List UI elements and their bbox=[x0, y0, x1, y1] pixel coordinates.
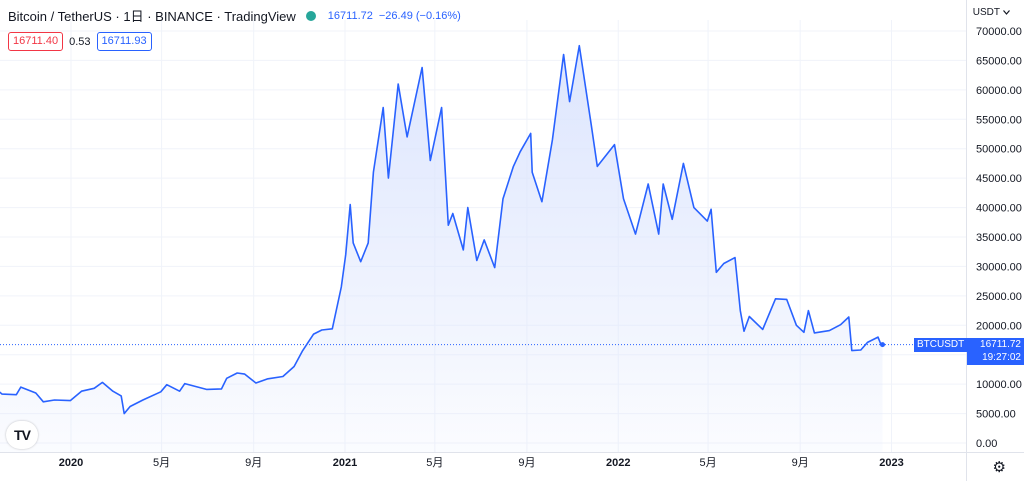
time-tick-label: 2023 bbox=[879, 457, 903, 469]
currency-unit-label: USDT bbox=[972, 7, 1000, 18]
last-point-marker bbox=[880, 342, 886, 348]
currency-unit-selector[interactable]: USDT bbox=[973, 7, 1010, 18]
tradingview-logo-icon[interactable]: TV bbox=[6, 421, 38, 449]
settings-gear-icon[interactable]: ⚙ bbox=[992, 459, 1006, 476]
price-tick-label: 30000.00 bbox=[976, 261, 1022, 273]
bid-ask-panel: 16711.40 0.53 16711.93 bbox=[8, 32, 152, 51]
price-change: −26.49 (−0.16%) bbox=[378, 9, 461, 22]
price-tick-label: 70000.00 bbox=[976, 26, 1022, 38]
price-tick-label: 40000.00 bbox=[976, 203, 1022, 215]
time-tick-label: 9月 bbox=[792, 457, 809, 469]
time-tick-label: 2022 bbox=[606, 457, 630, 469]
price-tick-label: 25000.00 bbox=[976, 291, 1022, 303]
chart-header: Bitcoin / TetherUS · 1日 · BINANCE · Trad… bbox=[8, 6, 461, 25]
symbol-title[interactable]: Bitcoin / TetherUS · 1日 · BINANCE · Trad… bbox=[8, 9, 296, 24]
price-tick-label: 10000.00 bbox=[976, 379, 1022, 391]
time-tick-label: 5月 bbox=[153, 457, 170, 469]
time-tick-label: 2021 bbox=[333, 457, 357, 469]
price-tick-label: 35000.00 bbox=[976, 232, 1022, 244]
time-tick-label: 2020 bbox=[59, 457, 83, 469]
price-axis-labels: 0.005000.0010000.0015000.0020000.0025000… bbox=[976, 26, 1022, 450]
last-price: 16711.72 bbox=[327, 9, 373, 22]
time-tick-label: 5月 bbox=[426, 457, 443, 469]
spread-value: 0.53 bbox=[69, 35, 91, 48]
time-tick-label: 9月 bbox=[518, 457, 535, 469]
price-tick-label: 45000.00 bbox=[976, 173, 1022, 185]
bar-countdown-tag: 19:27:02 bbox=[967, 350, 1024, 365]
series-line bbox=[0, 44, 883, 415]
time-tick-label: 5月 bbox=[700, 457, 717, 469]
price-tick-label: 50000.00 bbox=[976, 144, 1022, 156]
buy-price-button[interactable]: 16711.93 bbox=[96, 32, 152, 51]
price-tick-label: 5000.00 bbox=[976, 409, 1016, 421]
price-tick-label: 20000.00 bbox=[976, 320, 1022, 332]
price-tick-label: 60000.00 bbox=[976, 85, 1022, 97]
price-tick-label: 55000.00 bbox=[976, 114, 1022, 126]
chevron-down-icon bbox=[1003, 10, 1010, 15]
time-tick-label: 9月 bbox=[245, 457, 262, 469]
price-tick-label: 0.00 bbox=[976, 438, 997, 450]
time-axis-labels: 2020 5月 9月 2021 5月 9月 2022 5月 9月 2023 bbox=[59, 457, 904, 469]
price-tick-label: 65000.00 bbox=[976, 55, 1022, 67]
market-status-icon[interactable] bbox=[305, 10, 316, 21]
series-area-fill bbox=[0, 45, 883, 452]
current-price-tag: 16711.72 bbox=[967, 337, 1024, 352]
symbol-price-tag: BTCUSDT bbox=[914, 337, 968, 352]
sell-price-button[interactable]: 16711.40 bbox=[8, 32, 64, 51]
